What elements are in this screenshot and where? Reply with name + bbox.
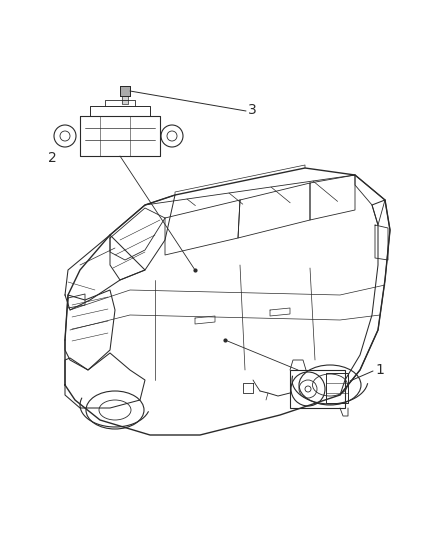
Text: 2: 2: [48, 151, 57, 165]
Text: 1: 1: [375, 363, 384, 377]
Text: 3: 3: [248, 103, 257, 117]
Bar: [120, 86, 130, 96]
